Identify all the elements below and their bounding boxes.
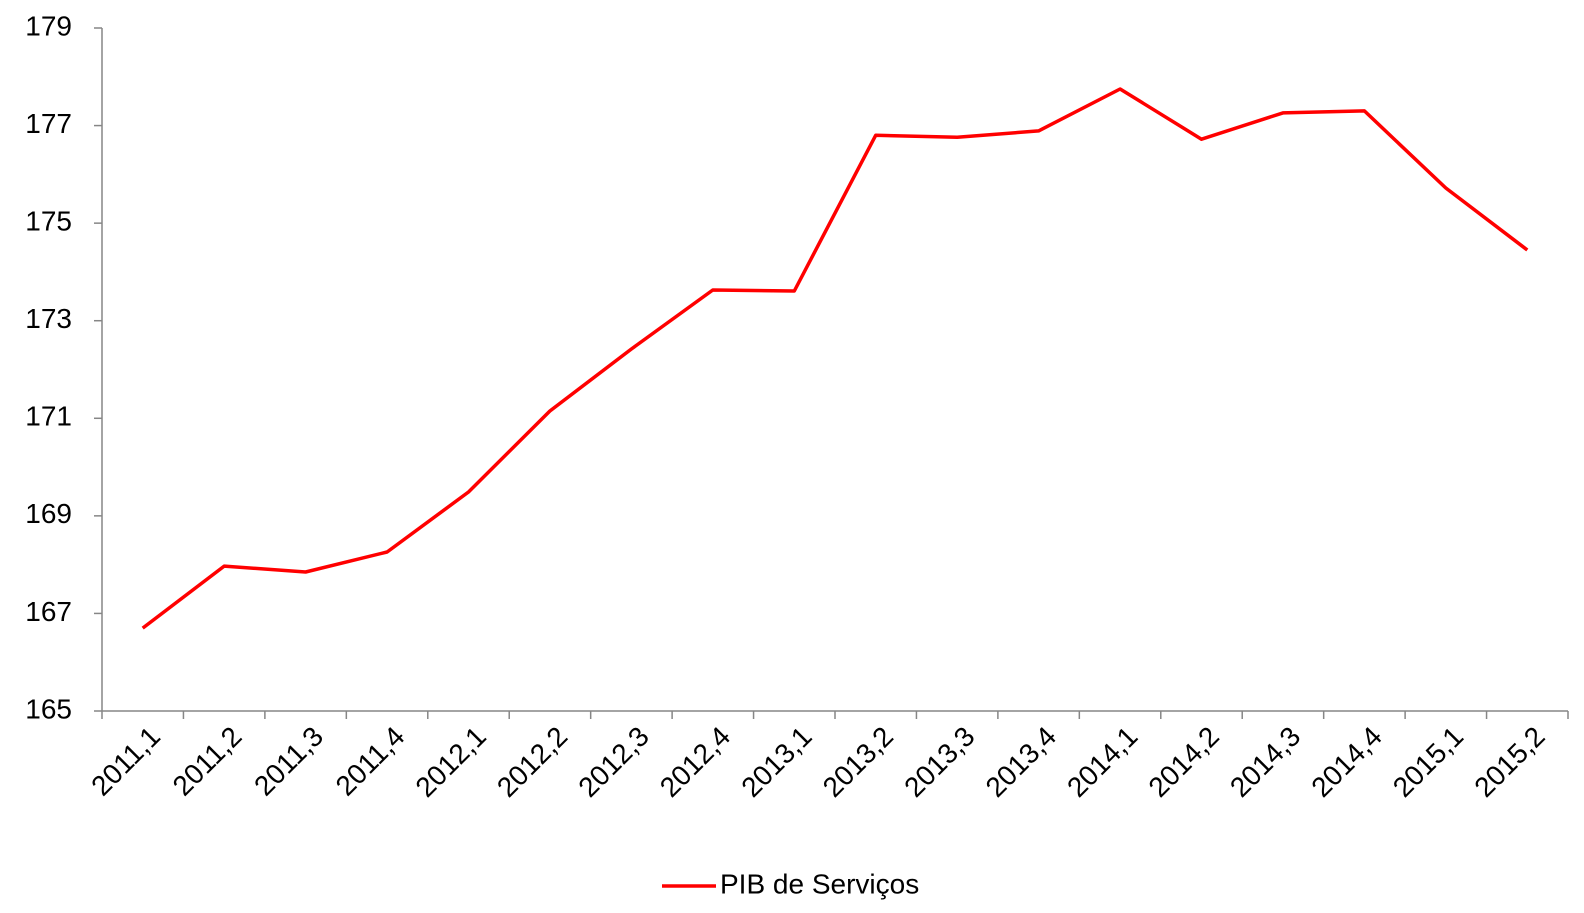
y-tick-label: 167 [25,596,72,627]
x-tick-label: 2012,2 [491,721,573,803]
data-line [141,87,1529,630]
x-tick-label: 2013,2 [817,721,899,803]
x-tick-label: 2012,3 [572,721,654,803]
x-tick-label: 2011,1 [85,721,166,802]
x-tick-label: 2014,4 [1305,721,1387,803]
x-tick-label: 2014,2 [1142,721,1224,803]
x-tick-label: 2011,4 [330,721,411,802]
y-tick-label: 165 [25,693,72,724]
x-tick-label: 2015,2 [1468,721,1550,803]
x-tick-label: 2011,3 [248,721,329,802]
x-tick-label: 2011,2 [167,721,248,802]
y-tick-label: 171 [25,401,72,432]
x-tick-label: 2013,1 [735,721,817,803]
legend-label: PIB de Serviços [720,868,919,899]
y-tick-label: 173 [25,303,72,334]
x-tick-label: 2014,3 [1224,721,1306,803]
x-tick-label: 2015,1 [1387,721,1469,803]
y-tick-label: 175 [25,206,72,237]
x-tick-label: 2014,1 [1061,721,1143,803]
x-tick-label: 2012,4 [654,721,736,803]
y-tick-label: 179 [25,10,72,41]
x-tick-label: 2013,3 [898,721,980,803]
x-tick-label: 2013,4 [980,721,1062,803]
y-tick-label: 169 [25,498,72,529]
x-tick-label: 2012,1 [409,721,491,803]
y-tick-label: 177 [25,108,72,139]
